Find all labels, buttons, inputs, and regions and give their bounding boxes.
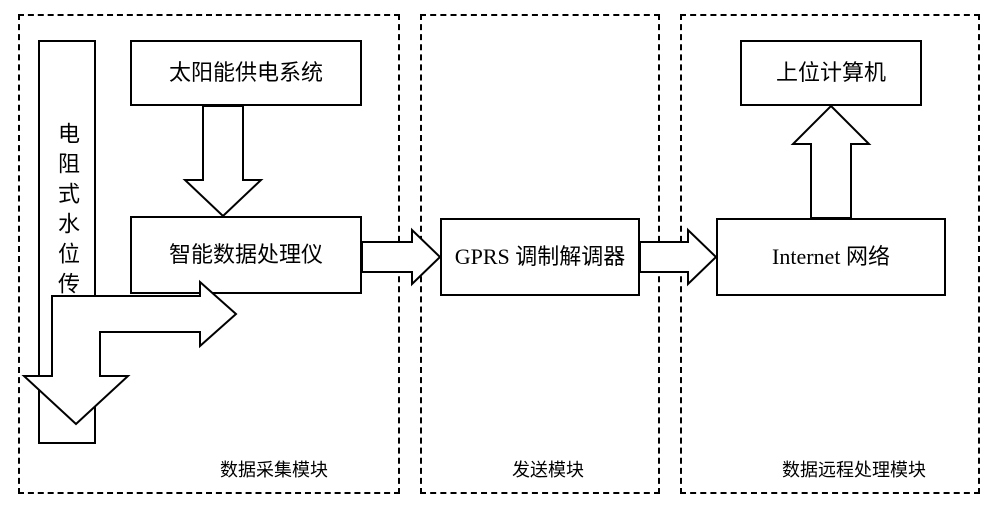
module-acquisition-label: 数据采集模块 (220, 456, 328, 482)
arrow-internet-host (786, 106, 876, 220)
module-remote-label: 数据远程处理模块 (782, 456, 926, 482)
arrow-proc-gprs (362, 230, 442, 288)
node-host-text: 上位计算机 (776, 60, 886, 86)
node-solar-text: 太阳能供电系统 (169, 60, 323, 86)
node-internet: Internet 网络 (716, 218, 946, 296)
module-send-label: 发送模块 (512, 456, 584, 482)
arrow-solar-proc (178, 106, 268, 218)
node-gprs: GPRS 调制解调器 (440, 218, 640, 296)
diagram-canvas: 数据采集模块 发送模块 数据远程处理模块 电阻式水位传感器 太阳能供电系统 智能… (0, 0, 1000, 509)
node-host: 上位计算机 (740, 40, 922, 106)
node-proc-text: 智能数据处理仪 (169, 242, 323, 268)
node-internet-text: Internet 网络 (772, 244, 890, 270)
arrow-sensor-proc (30, 290, 240, 430)
node-solar: 太阳能供电系统 (130, 40, 362, 106)
arrow-gprs-internet (640, 230, 718, 288)
node-gprs-text: GPRS 调制解调器 (455, 244, 626, 270)
node-proc: 智能数据处理仪 (130, 216, 362, 294)
